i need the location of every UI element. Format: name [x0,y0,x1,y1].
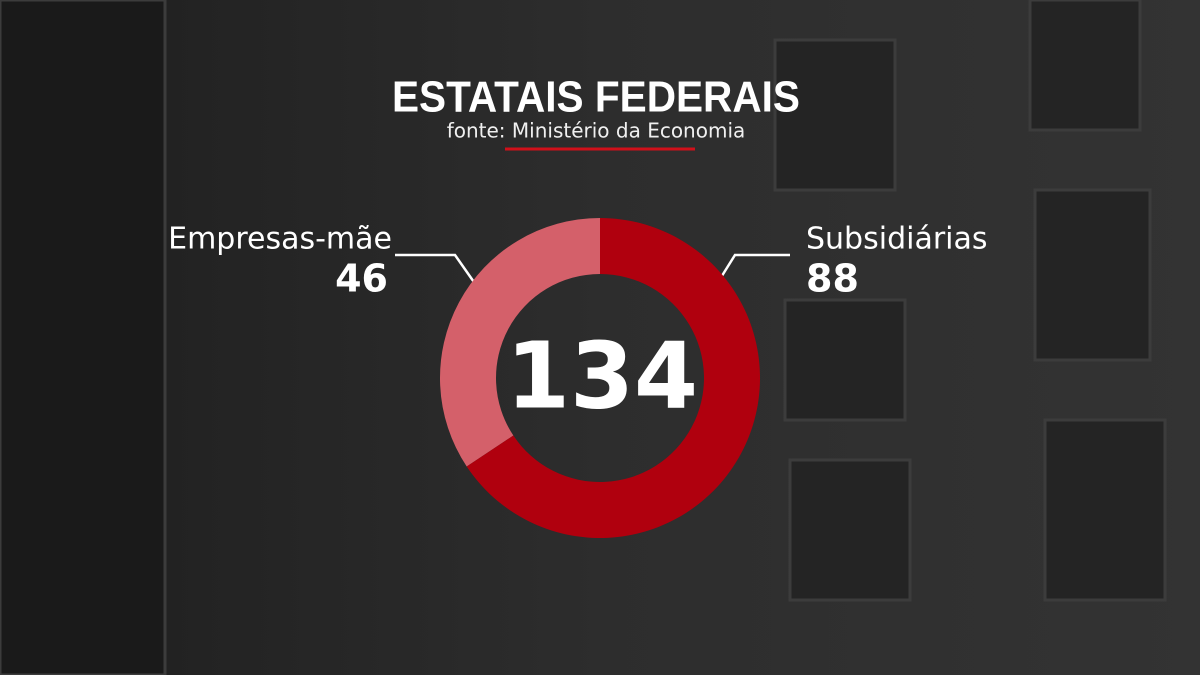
center-total: 134 [506,322,698,429]
donut [440,218,761,538]
legend-label: Empresas-mãe [168,222,392,257]
chart-title: ESTATAIS FEDERAIS [392,73,800,122]
building [0,0,1167,675]
data-label: 46 [335,257,388,301]
donut-segment [440,218,600,467]
subtitle: fonte: Ministério da Economia [447,119,746,143]
donut-segment [466,218,761,538]
data-label: 88 [806,257,859,301]
legend-label: Subsidiárias [806,222,988,257]
